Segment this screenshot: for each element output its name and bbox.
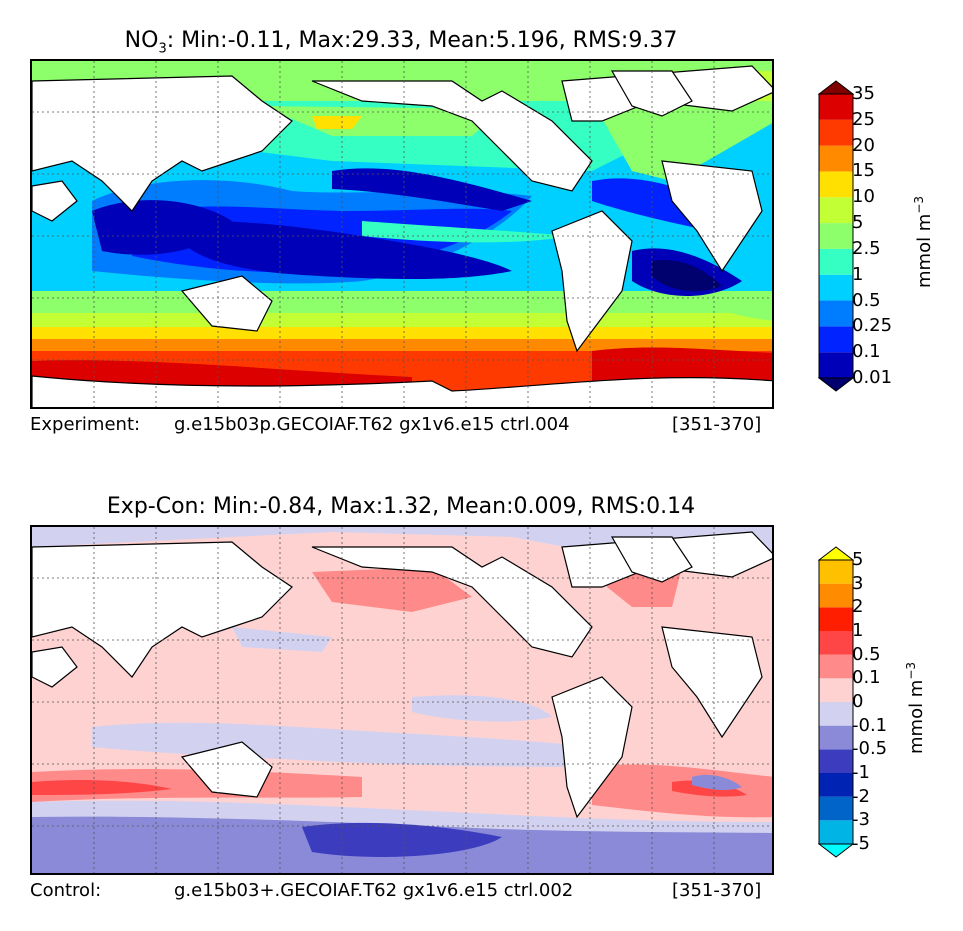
panel2-colorbar-tick-label: 0.5 — [852, 643, 881, 665]
panel1-colorbar-max-extend — [818, 80, 854, 95]
equatorial-upwelling — [362, 221, 572, 243]
panel1-colorbar-tick-label: 0.1 — [852, 341, 881, 363]
panel1-colorbar-svg — [818, 80, 854, 392]
panel1-colorbar-bin — [819, 197, 853, 224]
panel1-colorbar-tick-label: 2.5 — [852, 237, 881, 259]
panel1-colorbar-bin — [819, 171, 853, 198]
panel2-colorbar-bin — [819, 773, 853, 797]
band-15 — [32, 327, 772, 341]
panel2-colorbar-tick-label: 2 — [852, 596, 864, 618]
kuroshio-neg — [232, 627, 332, 652]
panel1-colorbar-tick-label: 5 — [852, 212, 864, 234]
panel2-colorbar-tick-label: -1 — [852, 762, 870, 783]
panel1-title-sub: 3 — [158, 41, 167, 57]
north-pacific-peak — [312, 116, 362, 129]
panel1-colorbar-tick-label: 1 — [852, 263, 864, 285]
panel1-colorbar-bin — [819, 94, 853, 120]
panel2-unit-exp: −3 — [904, 661, 918, 680]
panel1-colorbar-tick-label: 25 — [852, 108, 875, 130]
panel1-colorbar-tick-label: 0.01 — [852, 367, 893, 388]
panel1-colorbar-bin — [819, 326, 853, 353]
panel1-colorbar-bin — [819, 300, 853, 327]
panel1-land — [32, 65, 772, 407]
panel2-colorbar-tick-label: -0.1 — [852, 714, 888, 736]
panel2-title: Exp-Con: Min:-0.84, Max:1.32, Mean:0.009… — [106, 494, 696, 519]
panel1-colorbar-bin — [819, 274, 853, 301]
panel2-colorbar-bin — [819, 607, 853, 631]
southern-pos-west — [32, 769, 362, 802]
panel1-graticule — [32, 61, 772, 407]
panel1-unit-exp: −3 — [912, 195, 926, 214]
south-atlantic-core — [652, 260, 722, 292]
panel1-colorbar-tick-label: 10 — [852, 186, 875, 208]
panel1-colorbar-tick-label: 35 — [852, 83, 875, 104]
panel2-caption-label: Control: — [30, 880, 102, 901]
panel2-colorbar-bin — [819, 820, 853, 844]
panel1-title-stats: : Min:-0.11, Max:29.33, Mean:5.196, RMS:… — [166, 28, 678, 53]
panel2-graticule — [32, 527, 772, 873]
panel2-colorbar-bin — [819, 560, 853, 584]
panel2-colorbar-tick-label: -3 — [852, 809, 870, 831]
panel1-colorbar-bin — [819, 145, 853, 172]
panel1-map — [30, 59, 774, 409]
panel2-colorbar-bin — [819, 796, 853, 821]
panel2-land — [32, 531, 772, 819]
southern-peak-west — [32, 779, 172, 795]
panel2-colorbar-tick-label: 3 — [852, 572, 864, 594]
panel1-colorbar-bin — [819, 223, 853, 249]
panel2-colorbar-tick-label: 5 — [852, 549, 864, 570]
panel1-colorbar-tick-label: 0.25 — [852, 315, 893, 337]
panel1-caption-label: Experiment: — [30, 414, 141, 435]
panel2-colorbar-tick-label: 1 — [852, 620, 864, 641]
panel2-colorbar-min-extend — [818, 843, 854, 858]
panel2-colorbar-tick-label: -5 — [852, 833, 870, 854]
panel2-colorbar — [818, 546, 854, 858]
panel2-colorbar-tick-label: 0 — [852, 691, 864, 712]
panel1-colorbar-min-extend — [818, 377, 854, 392]
panel2-caption-years: [351-370] — [672, 880, 762, 901]
panel2-colorbar-bin — [819, 654, 853, 679]
band-20 — [32, 339, 772, 353]
panel2-map-plot — [32, 527, 772, 873]
panel1-colorbar-tick-label: 20 — [852, 134, 875, 156]
panel1-colorbar-frame — [818, 93, 854, 379]
panel2-map — [30, 525, 774, 875]
panel2-colorbar-frame — [818, 559, 854, 845]
panel1-colorbar-tick-label: 0.5 — [852, 289, 881, 311]
panel2-colorbar-bin — [819, 749, 853, 773]
north-atlantic-high — [592, 101, 772, 181]
panel1-colorbar-unit: mmol m−3 — [912, 196, 935, 288]
panel2-colorbar-bin — [819, 725, 853, 750]
panel2-caption-case: g.e15b03+.GECOIAF.T62 gx1v6.e15 ctrl.002 — [174, 880, 574, 901]
panel2-colorbar-bin — [819, 678, 853, 702]
benguela-upwelling — [712, 293, 772, 321]
panel2-colorbar-bin — [819, 631, 853, 655]
indian-gyre — [92, 200, 232, 255]
pacific-gyre-inner — [182, 220, 512, 279]
north-pacific-gyre — [332, 168, 532, 211]
panel1-colorbar-tick-label: 15 — [852, 160, 875, 182]
panel1-caption-years: [351-370] — [672, 414, 762, 435]
panel2-unit-text: mmol m — [906, 679, 927, 754]
south-atlantic-neg — [692, 774, 742, 791]
panel2-colorbar-max-extend — [818, 546, 854, 561]
panel1-colorbar-bin — [819, 119, 853, 146]
panel2-colorbar-tick-label: -0.5 — [852, 738, 888, 760]
panel1-unit-text: mmol m — [914, 213, 935, 288]
panel1-colorbar-bin — [819, 248, 853, 275]
panel1-title-var: NO — [124, 28, 159, 53]
panel2-colorbar-bin — [819, 583, 853, 608]
panel2-colorbar-svg — [818, 546, 854, 858]
panel2-colorbar-bin — [819, 702, 853, 726]
panel1-caption-case: g.e15b03p.GECOIAF.T62 gx1v6.e15 ctrl.004 — [174, 414, 570, 435]
panel1-title: NO3: Min:-0.11, Max:29.33, Mean:5.196, R… — [0, 28, 802, 56]
panel1-map-plot — [32, 61, 772, 407]
panel2-colorbar-tick-label: -2 — [852, 785, 870, 807]
panel2-colorbar-unit: mmol m−3 — [904, 662, 927, 754]
panel1-colorbar — [818, 80, 854, 392]
ross-sea-min — [302, 822, 502, 857]
panel1-colorbar-bin — [819, 352, 853, 378]
panel2-colorbar-tick-label: 0.1 — [852, 667, 881, 689]
